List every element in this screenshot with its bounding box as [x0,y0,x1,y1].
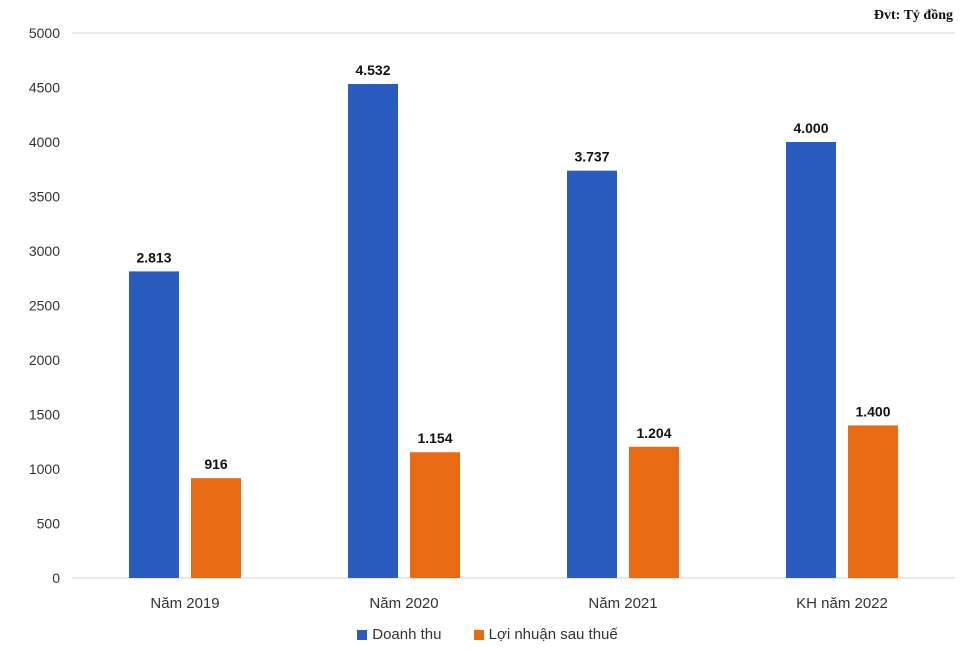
bar-profit [848,425,898,578]
legend-swatch [357,629,368,640]
bar-revenue [786,142,836,578]
data-label: 4.000 [793,120,828,136]
legend-swatch [473,629,484,640]
y-tick-label: 2000 [29,352,60,368]
bar-profit [410,452,460,578]
x-tick-label: Năm 2019 [150,595,219,612]
x-tick-label: KH năm 2022 [796,595,888,612]
y-tick-label: 500 [37,516,61,532]
legend: Doanh thu Lợi nhuận sau thuế [0,626,975,644]
legend-item-profit: Lợi nhuận sau thuế [473,626,618,643]
bar-profit [191,478,241,578]
y-tick-label: 5000 [29,25,60,41]
y-tick-label: 0 [52,570,60,586]
unit-note: Đvt: Tỷ đồng [873,8,953,23]
y-tick-label: 4500 [29,80,60,96]
data-label: 3.737 [574,149,609,165]
data-label: 1.154 [417,430,452,446]
x-tick-label: Năm 2020 [369,595,438,612]
bar-revenue [567,170,617,579]
data-label: 2.813 [136,249,171,265]
data-label: 1.204 [636,425,671,441]
bar-profit [629,446,679,578]
y-tick-label: 1000 [29,461,60,477]
legend-label: Lợi nhuận sau thuế [488,626,618,643]
bar-revenue [348,84,398,579]
y-tick-label: 1500 [29,407,60,423]
x-tick-label: Năm 2021 [588,595,657,612]
data-label: 1.400 [855,403,890,419]
legend-label: Doanh thu [372,626,442,643]
y-tick-label: 3000 [29,243,60,259]
y-tick-label: 3500 [29,189,60,205]
data-label: 4.532 [355,62,390,78]
legend-item-revenue: Doanh thu [357,626,441,643]
data-label: 916 [204,456,228,472]
y-tick-label: 4000 [29,134,60,150]
bar-revenue [129,271,179,578]
y-tick-label: 2500 [29,298,60,314]
